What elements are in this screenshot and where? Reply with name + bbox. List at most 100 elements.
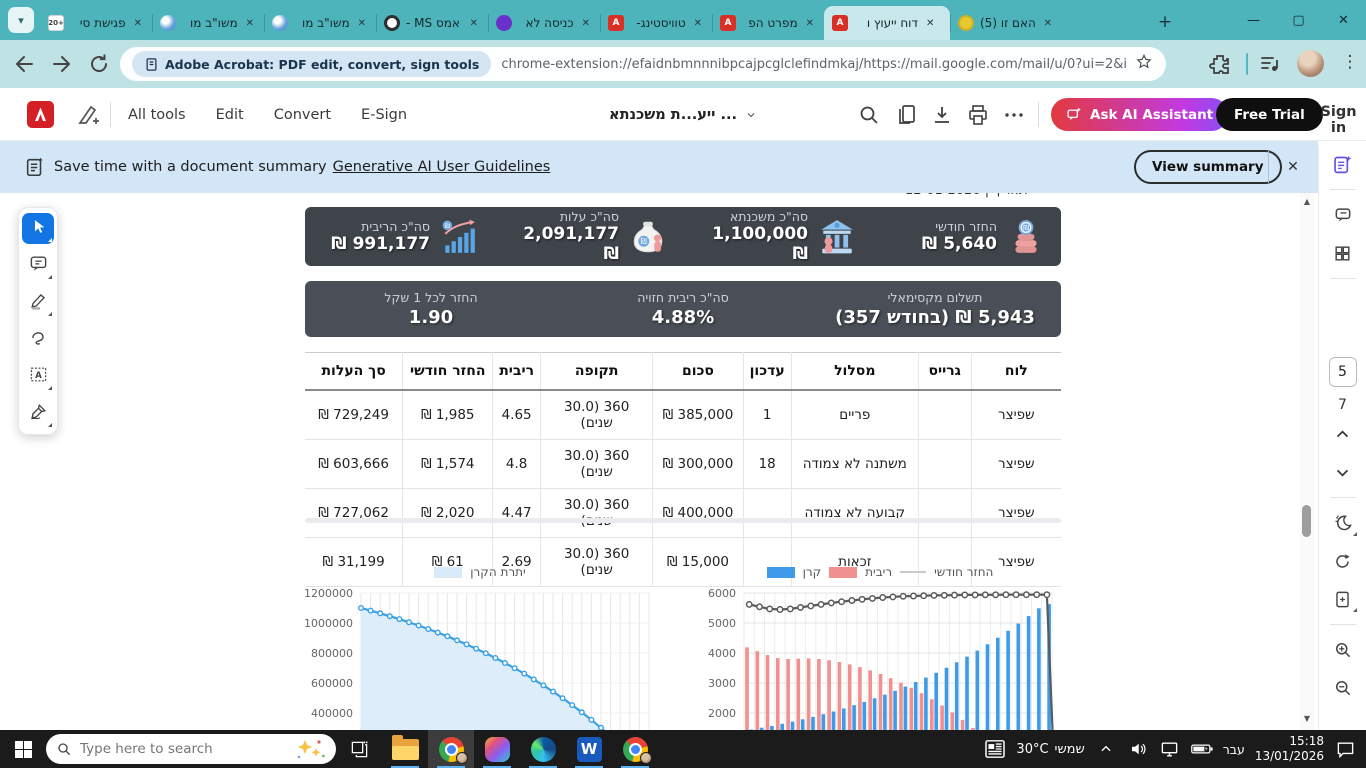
tab-close-icon[interactable]: ✕ (1042, 16, 1054, 31)
taskbar-search[interactable] (46, 734, 336, 764)
create-page-icon[interactable] (75, 102, 101, 128)
browser-tab[interactable]: כניסה לא✕ (488, 6, 600, 40)
browser-menu-kebab-icon[interactable]: ⋮ (1338, 52, 1362, 76)
menu-convert[interactable]: Convert (274, 107, 331, 123)
previous-page-icon[interactable] (1328, 419, 1358, 449)
banner-close-icon[interactable]: ✕ (1282, 156, 1304, 178)
more-options-icon[interactable] (1002, 103, 1026, 127)
page-thumbnails-icon[interactable] (1328, 238, 1358, 268)
scrollbar[interactable]: ▲ ▼ (1300, 193, 1314, 730)
tab-close-icon[interactable]: ✕ (132, 16, 144, 31)
current-page-box[interactable]: 5 (1329, 357, 1357, 387)
file-explorer-button[interactable] (382, 730, 428, 768)
zoom-out-icon[interactable] (1328, 673, 1358, 703)
table-bottom-strip (305, 518, 1061, 523)
widgets-news-icon[interactable] (984, 738, 1006, 760)
reload-icon[interactable] (87, 52, 111, 76)
comment-tool[interactable] (22, 250, 54, 281)
network-icon[interactable] (1159, 738, 1181, 760)
search-icon[interactable] (857, 103, 881, 127)
action-center-icon[interactable] (1334, 738, 1356, 760)
back-icon[interactable] (12, 52, 36, 76)
browser-tab[interactable]: Aמפרט הפ✕ (712, 6, 824, 40)
chrome-button[interactable] (428, 730, 474, 768)
forward-icon[interactable] (50, 52, 74, 76)
document-title[interactable]: ... ייע...ת משכנתא (609, 88, 757, 141)
browser-tab[interactable]: משו"ב מו✕ (152, 6, 264, 40)
card-label: סה"כ עלות (560, 209, 619, 224)
next-page-icon[interactable] (1328, 457, 1358, 487)
copilot-button[interactable] (474, 730, 520, 768)
close-button[interactable]: ✕ (1321, 0, 1366, 40)
browser-tab-active[interactable]: Aדוח ייעוץ ו✕ (824, 6, 950, 40)
maximize-button[interactable]: ▢ (1276, 0, 1321, 40)
tab-close-icon[interactable]: ✕ (356, 16, 368, 31)
comments-icon[interactable] (1328, 200, 1358, 230)
ai-summary-icon[interactable] (1328, 149, 1358, 179)
browser-tab[interactable]: - MS אמס✕ (376, 6, 488, 40)
extension-chip[interactable]: Adobe Acrobat: PDF edit, convert, sign t… (132, 51, 491, 77)
adobe-acrobat-logo[interactable] (27, 101, 54, 128)
zoom-in-icon[interactable] (1328, 635, 1358, 665)
scrollbar-thumb[interactable] (1302, 505, 1311, 537)
tab-overflow-button[interactable]: ▾ (8, 7, 34, 33)
print-icon[interactable] (966, 103, 990, 127)
extensions-puzzle-icon[interactable] (1208, 52, 1232, 76)
tab-close-icon[interactable]: ✕ (580, 16, 592, 31)
battery-icon[interactable] (1191, 738, 1213, 760)
highlight-tool[interactable] (22, 287, 54, 318)
ask-ai-assistant-button[interactable]: Ask AI Assistant (1051, 98, 1228, 131)
address-bar[interactable]: Adobe Acrobat: PDF edit, convert, sign t… (120, 47, 1166, 81)
weather-widget[interactable]: 30°C שמשי (1016, 742, 1084, 757)
tab-close-icon[interactable]: ✕ (692, 16, 704, 31)
menu-all-tools[interactable]: All tools (128, 107, 186, 123)
add-text-tool[interactable]: A (22, 361, 54, 392)
rotate-page-icon[interactable] (1328, 546, 1358, 576)
tray-expand-icon[interactable] (1095, 738, 1117, 760)
new-tab-button[interactable]: + (1152, 9, 1178, 35)
scroll-down-icon[interactable]: ▼ (1300, 712, 1314, 726)
tab-close-icon[interactable]: ✕ (804, 16, 816, 31)
view-summary-button[interactable]: View summary (1134, 150, 1282, 184)
menu-e-sign[interactable]: E-Sign (361, 107, 407, 123)
ai-guidelines-link[interactable]: Generative AI User Guidelines (333, 159, 551, 175)
display-theme-icon[interactable] (1328, 508, 1358, 538)
media-controls-icon[interactable] (1258, 52, 1282, 76)
clock[interactable]: 15:18 13/01/2026 (1255, 734, 1324, 764)
keyboard-language-indicator[interactable]: עבר (1223, 742, 1245, 757)
table-row[interactable]: שפיצרמשתנה לא צמודה18300,000 ₪360 (30.0 … (305, 440, 1061, 489)
volume-icon[interactable] (1127, 738, 1149, 760)
word-button[interactable]: W (566, 730, 612, 768)
tab-close-icon[interactable]: ✕ (244, 16, 256, 31)
table-cell: שפיצר (971, 390, 1061, 440)
toolbar-separator (1246, 53, 1248, 75)
scroll-up-icon[interactable]: ▲ (1300, 195, 1314, 209)
menu-edit[interactable]: Edit (216, 107, 244, 123)
bookmark-star-icon[interactable] (1134, 52, 1154, 76)
search-input[interactable] (80, 741, 284, 757)
download-icon[interactable] (930, 103, 954, 127)
free-trial-button[interactable]: Free Trial (1216, 98, 1323, 131)
browser-tab[interactable]: Aטוויסטינג-✕ (600, 6, 712, 40)
browser-tab-strip: ▾ 20+פגישת סי✕משו"ב מו✕משו"ב מו✕- MS אמס… (0, 0, 1366, 40)
start-button[interactable] (0, 730, 46, 768)
browser-tab[interactable]: משו"ב מו✕ (264, 6, 376, 40)
tab-close-icon[interactable]: ✕ (924, 16, 936, 31)
table-row[interactable]: שפיצרפריים1385,000 ₪360 (30.0 שנים)4.651… (305, 390, 1061, 440)
fit-page-icon[interactable] (1328, 584, 1358, 614)
chrome-profile-button[interactable] (612, 730, 658, 768)
table-row[interactable]: שפיצרקבועה לא צמודה400,000 ₪360 (30.0 שנ… (305, 489, 1061, 538)
minimize-button[interactable]: — (1231, 0, 1276, 40)
tab-title: דוח ייעוץ ו (854, 16, 918, 30)
sign-in-button[interactable]: Sign in (1311, 104, 1366, 136)
tab-close-icon[interactable]: ✕ (468, 16, 480, 31)
edge-button[interactable] (520, 730, 566, 768)
fill-sign-tool[interactable] (22, 398, 54, 429)
select-tool[interactable] (22, 213, 54, 244)
browser-tab[interactable]: 20+פגישת סי✕ (40, 6, 152, 40)
task-view-button[interactable] (336, 730, 382, 768)
page-thumbnails-icon[interactable] (894, 103, 918, 127)
browser-tab[interactable]: (5) האם זו✕ (950, 6, 1062, 40)
profile-avatar[interactable] (1297, 50, 1324, 77)
lasso-tool[interactable] (22, 324, 54, 355)
